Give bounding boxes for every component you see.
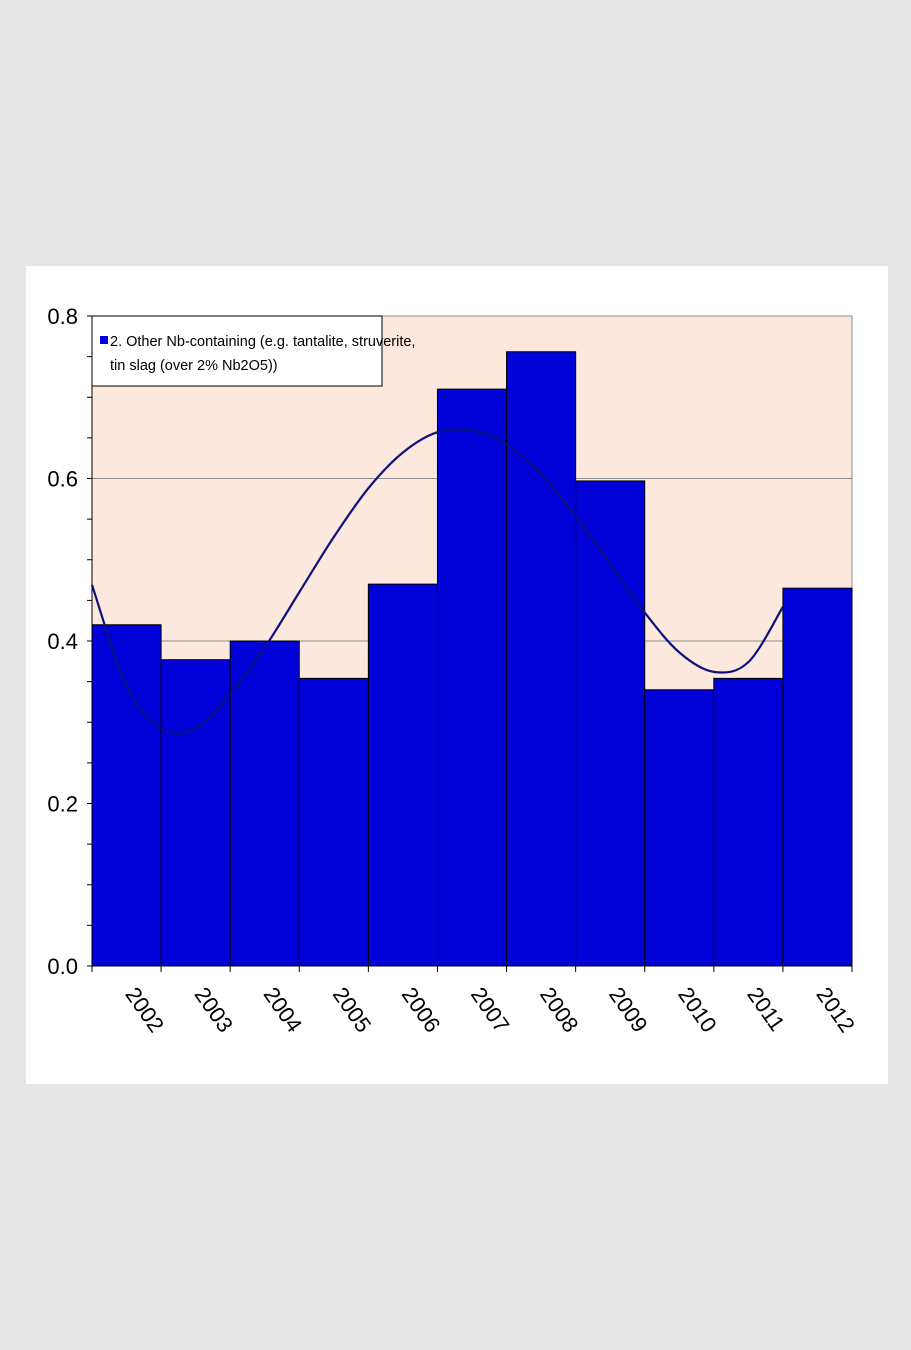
x-tick-labels: 2002 2003 2004 2005 2006 2007 2008 2009 2010 2011… xyxy=(120,983,859,1037)
bar-2010 xyxy=(644,689,715,967)
bar-2012 xyxy=(782,587,853,967)
x-tick-label: 2012 xyxy=(811,983,860,1037)
bar-2011 xyxy=(713,677,784,967)
x-tick-label: 2011 xyxy=(742,983,790,1036)
legend: 2. Other Nb-containing (e.g. tantalite, … xyxy=(91,315,415,387)
x-tick-label: 2002 xyxy=(120,983,169,1037)
trendline xyxy=(90,428,784,735)
bar-2004 xyxy=(229,640,300,967)
bar-2005 xyxy=(298,677,369,967)
legend-label-line2: tin slag (over 2% Nb2O5)) xyxy=(110,358,278,374)
bar-2007 xyxy=(436,388,508,967)
y-tick-label: 0.6 xyxy=(47,467,78,492)
y-tick-label: 0.4 xyxy=(47,629,78,654)
x-tick-label: 2005 xyxy=(328,983,377,1037)
x-tick-label: 2007 xyxy=(466,983,515,1037)
bars xyxy=(91,351,853,967)
bar-2006 xyxy=(367,583,438,967)
bar-2008 xyxy=(506,351,577,967)
x-tick-label: 2010 xyxy=(673,983,722,1037)
bar-2009 xyxy=(575,480,646,967)
y-tick-label: 0.8 xyxy=(47,304,78,329)
bar-2003 xyxy=(160,659,231,967)
axes xyxy=(87,315,853,972)
y-tick-labels: 0.0 0.2 0.4 0.6 0.8 xyxy=(47,304,78,979)
legend-swatch xyxy=(100,336,108,344)
x-tick-label: 2004 xyxy=(259,983,308,1037)
x-tick-label: 2006 xyxy=(397,983,446,1037)
x-tick-label: 2009 xyxy=(604,983,653,1037)
legend-label-line1: 2. Other Nb-containing (e.g. tantalite, … xyxy=(110,334,415,350)
x-tick-label: 2008 xyxy=(535,983,584,1037)
y-tick-label: 0.2 xyxy=(47,792,78,817)
legend-box xyxy=(91,315,383,387)
x-tick-label: 2003 xyxy=(190,983,239,1037)
bar-2002 xyxy=(91,624,162,967)
y-tick-label: 0.0 xyxy=(47,954,78,979)
